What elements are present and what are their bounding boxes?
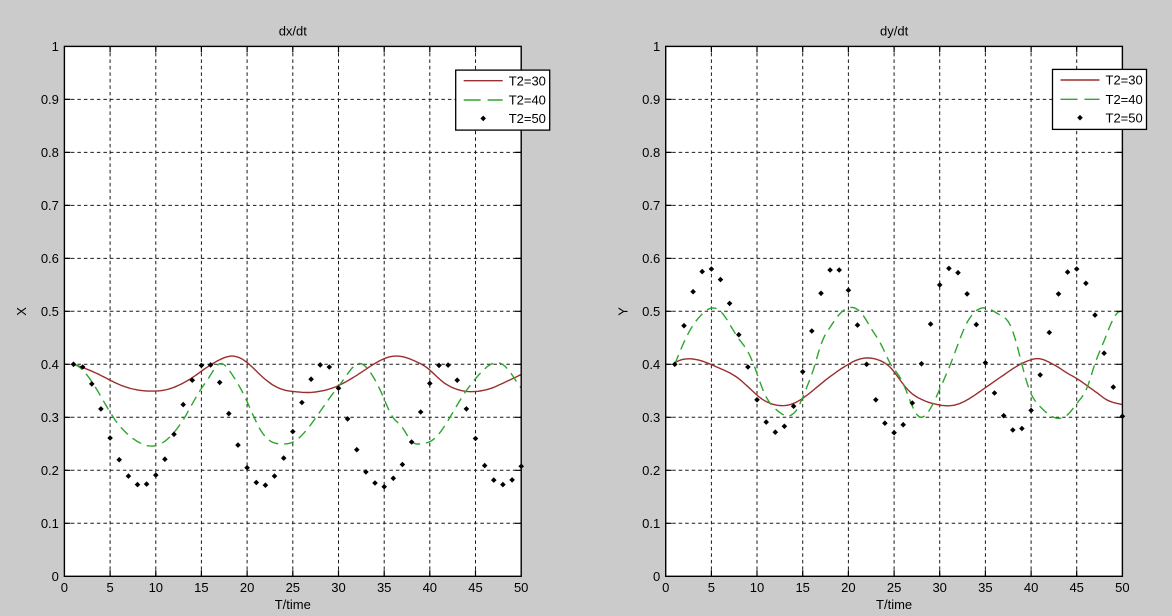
svg-text:5: 5 — [106, 580, 113, 595]
svg-text:T/time: T/time — [876, 597, 912, 612]
svg-text:10: 10 — [149, 580, 163, 595]
svg-text:10: 10 — [750, 580, 764, 595]
svg-text:40: 40 — [1024, 580, 1038, 595]
svg-text:30: 30 — [932, 580, 946, 595]
svg-text:0.7: 0.7 — [41, 198, 59, 213]
svg-text:45: 45 — [468, 580, 482, 595]
svg-text:0.3: 0.3 — [642, 410, 660, 425]
svg-text:0.1: 0.1 — [642, 516, 660, 531]
svg-text:25: 25 — [887, 580, 901, 595]
svg-text:T2=40: T2=40 — [1106, 92, 1143, 107]
svg-text:0.6: 0.6 — [41, 251, 59, 266]
svg-text:0.8: 0.8 — [642, 145, 660, 160]
svg-text:50: 50 — [1115, 580, 1129, 595]
svg-text:0.2: 0.2 — [642, 463, 660, 478]
svg-text:T2=30: T2=30 — [509, 73, 546, 88]
svg-text:5: 5 — [708, 580, 715, 595]
svg-text:X: X — [14, 307, 29, 316]
svg-text:0.5: 0.5 — [41, 304, 59, 319]
svg-text:45: 45 — [1069, 580, 1083, 595]
svg-text:40: 40 — [423, 580, 437, 595]
svg-text:0.7: 0.7 — [642, 198, 660, 213]
svg-text:0.6: 0.6 — [642, 251, 660, 266]
svg-text:30: 30 — [331, 580, 345, 595]
svg-text:0.4: 0.4 — [41, 357, 59, 372]
svg-text:0: 0 — [653, 569, 660, 584]
svg-text:T2=30: T2=30 — [1106, 73, 1143, 88]
svg-text:dy/dt: dy/dt — [880, 24, 909, 39]
svg-text:0: 0 — [61, 580, 68, 595]
svg-text:35: 35 — [978, 580, 992, 595]
svg-text:dx/dt: dx/dt — [279, 24, 308, 39]
svg-text:15: 15 — [795, 580, 809, 595]
svg-text:0.8: 0.8 — [41, 145, 59, 160]
svg-text:Y: Y — [616, 307, 631, 316]
svg-text:50: 50 — [514, 580, 528, 595]
svg-text:1: 1 — [52, 39, 59, 54]
svg-text:0.9: 0.9 — [642, 92, 660, 107]
svg-text:0.4: 0.4 — [642, 357, 660, 372]
svg-text:0: 0 — [52, 569, 59, 584]
svg-text:0.5: 0.5 — [642, 304, 660, 319]
svg-text:20: 20 — [240, 580, 254, 595]
svg-text:20: 20 — [841, 580, 855, 595]
svg-text:0.9: 0.9 — [41, 92, 59, 107]
svg-text:T2=40: T2=40 — [509, 93, 546, 108]
svg-text:0.2: 0.2 — [41, 463, 59, 478]
svg-text:T2=50: T2=50 — [509, 111, 546, 126]
svg-text:T/time: T/time — [275, 597, 311, 612]
svg-text:T2=50: T2=50 — [1106, 110, 1143, 125]
svg-text:25: 25 — [286, 580, 300, 595]
svg-text:0: 0 — [662, 580, 669, 595]
svg-text:1: 1 — [653, 39, 660, 54]
svg-text:0.3: 0.3 — [41, 410, 59, 425]
svg-text:35: 35 — [377, 580, 391, 595]
svg-text:0.1: 0.1 — [41, 516, 59, 531]
svg-text:15: 15 — [194, 580, 208, 595]
